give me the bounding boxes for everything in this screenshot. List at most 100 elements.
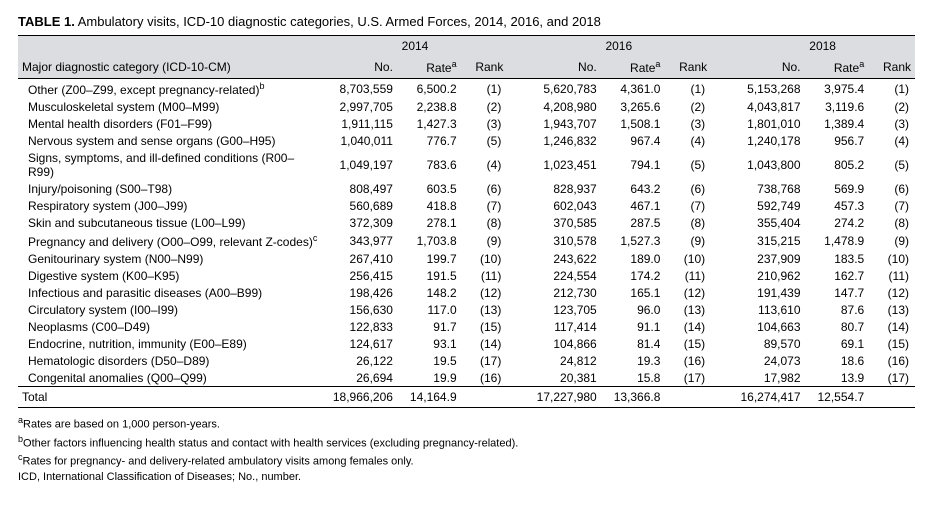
no-cell: 310,578 (526, 231, 600, 250)
no-cell: 1,023,451 (526, 149, 600, 180)
rate-header: Ratea (601, 56, 665, 79)
no-cell: 4,043,817 (730, 98, 804, 115)
rate-cell: 805.2 (805, 149, 869, 180)
total-no: 16,274,417 (730, 387, 804, 408)
rate-header: Ratea (397, 56, 461, 79)
table-row: Injury/poisoning (S00–T98)808,497603.5(6… (18, 180, 915, 197)
rate-cell: 80.7 (805, 318, 869, 335)
rate-cell: 4,361.0 (601, 79, 665, 99)
category-cell: Mental health disorders (F01–F99) (18, 115, 323, 132)
rate-cell: 162.7 (805, 267, 869, 284)
no-cell: 315,215 (730, 231, 804, 250)
no-cell: 1,943,707 (526, 115, 600, 132)
no-cell: 602,043 (526, 197, 600, 214)
no-cell: 592,749 (730, 197, 804, 214)
no-cell: 191,439 (730, 284, 804, 301)
no-cell: 5,153,268 (730, 79, 804, 99)
rate-cell: 69.1 (805, 335, 869, 352)
no-cell: 24,812 (526, 352, 600, 369)
rate-cell: 19.5 (397, 352, 461, 369)
rate-cell: 91.1 (601, 318, 665, 335)
rate-cell: 199.7 (397, 250, 461, 267)
rate-cell: 967.4 (601, 132, 665, 149)
column-header-row: Major diagnostic category (ICD-10-CM) No… (18, 56, 915, 79)
rate-cell: 467.1 (601, 197, 665, 214)
no-cell: 256,415 (323, 267, 397, 284)
year-2018: 2018 (730, 36, 915, 57)
rank-cell: (16) (868, 352, 915, 369)
no-cell: 89,570 (730, 335, 804, 352)
rank-cell: (4) (461, 149, 508, 180)
rank-cell: (9) (461, 231, 508, 250)
table-row: Infectious and parasitic diseases (A00–B… (18, 284, 915, 301)
no-cell: 1,801,010 (730, 115, 804, 132)
rank-cell: (2) (868, 98, 915, 115)
no-header: No. (730, 56, 804, 79)
category-cell: Signs, symptoms, and ill-defined conditi… (18, 149, 323, 180)
no-cell: 4,208,980 (526, 98, 600, 115)
no-cell: 156,630 (323, 301, 397, 318)
table-row: Skin and subcutaneous tissue (L00–L99)37… (18, 214, 915, 231)
rate-cell: 91.7 (397, 318, 461, 335)
no-cell: 117,414 (526, 318, 600, 335)
rate-cell: 165.1 (601, 284, 665, 301)
no-header: No. (526, 56, 600, 79)
rate-cell: 18.6 (805, 352, 869, 369)
rank-cell: (17) (868, 369, 915, 387)
no-cell: 122,833 (323, 318, 397, 335)
rate-cell: 15.8 (601, 369, 665, 387)
rate-cell: 81.4 (601, 335, 665, 352)
table-number: TABLE 1. (18, 14, 75, 29)
category-cell: Circulatory system (I00–I99) (18, 301, 323, 318)
table-row: Mental health disorders (F01–F99)1,911,1… (18, 115, 915, 132)
rank-cell: (5) (868, 149, 915, 180)
rate-cell: 19.3 (601, 352, 665, 369)
category-cell: Endocrine, nutrition, immunity (E00–E89) (18, 335, 323, 352)
category-cell: Pregnancy and delivery (O00–O99, relevan… (18, 231, 323, 250)
rate-cell: 117.0 (397, 301, 461, 318)
no-header: No. (323, 56, 397, 79)
rank-cell: (3) (664, 115, 711, 132)
rate-cell: 1,527.3 (601, 231, 665, 250)
footnote: bOther factors influencing health status… (18, 433, 915, 452)
category-cell: Digestive system (K00–K95) (18, 267, 323, 284)
no-cell: 2,997,705 (323, 98, 397, 115)
footnotes: aRates are based on 1,000 person-years.b… (18, 414, 915, 484)
no-cell: 243,622 (526, 250, 600, 267)
rank-cell: (7) (868, 197, 915, 214)
rank-cell: (14) (664, 318, 711, 335)
rank-cell: (1) (868, 79, 915, 99)
rate-cell: 1,389.4 (805, 115, 869, 132)
rank-cell: (6) (664, 180, 711, 197)
rate-cell: 1,478.9 (805, 231, 869, 250)
rate-cell: 13.9 (805, 369, 869, 387)
total-rank (664, 387, 711, 408)
rank-cell: (2) (461, 98, 508, 115)
rate-cell: 278.1 (397, 214, 461, 231)
rank-cell: (17) (461, 352, 508, 369)
no-cell: 267,410 (323, 250, 397, 267)
rate-cell: 87.6 (805, 301, 869, 318)
no-cell: 210,962 (730, 267, 804, 284)
category-cell: Neoplasms (C00–D49) (18, 318, 323, 335)
footnote: cRates for pregnancy- and delivery-relat… (18, 451, 915, 470)
category-cell: Injury/poisoning (S00–T98) (18, 180, 323, 197)
rank-cell: (8) (664, 214, 711, 231)
rate-cell: 776.7 (397, 132, 461, 149)
footnote: aRates are based on 1,000 person-years. (18, 414, 915, 433)
rate-cell: 1,703.8 (397, 231, 461, 250)
no-cell: 738,768 (730, 180, 804, 197)
total-rank (868, 387, 915, 408)
rate-cell: 643.2 (601, 180, 665, 197)
no-cell: 104,866 (526, 335, 600, 352)
rank-header: Rank (664, 56, 711, 79)
rank-header: Rank (461, 56, 508, 79)
rate-cell: 418.8 (397, 197, 461, 214)
rank-cell: (7) (461, 197, 508, 214)
table-row: Pregnancy and delivery (O00–O99, relevan… (18, 231, 915, 250)
rank-cell: (3) (461, 115, 508, 132)
rank-cell: (2) (664, 98, 711, 115)
no-cell: 808,497 (323, 180, 397, 197)
rate-cell: 457.3 (805, 197, 869, 214)
category-cell: Congenital anomalies (Q00–Q99) (18, 369, 323, 387)
